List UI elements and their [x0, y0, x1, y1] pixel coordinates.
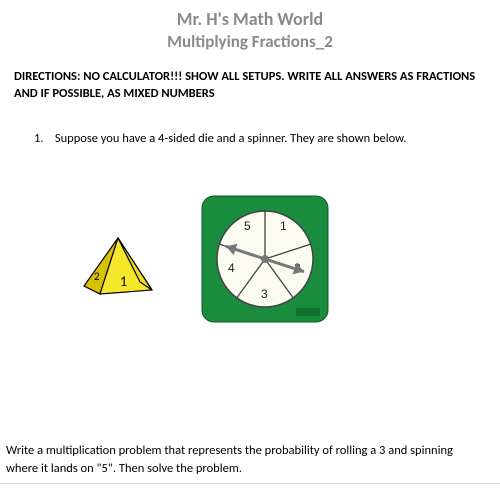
- figures-area: 2 1 1 2 3 4 5: [0, 176, 500, 356]
- die-label-left: 2: [94, 270, 100, 283]
- page-title: Mr. H's Math World: [0, 8, 500, 31]
- four-sided-die: 2 1: [80, 236, 160, 306]
- spinner-label-4: 4: [228, 261, 235, 275]
- question-1a-text: Write a multiplication problem that repr…: [6, 443, 453, 476]
- page-subtitle: Multiplying Fractions_2: [0, 31, 500, 53]
- spinner-label-5: 5: [244, 219, 251, 233]
- die-label-front: 1: [120, 273, 127, 290]
- question-1-number: 1.: [34, 131, 52, 146]
- question-1a: Write a multiplication problem that repr…: [0, 442, 500, 484]
- worksheet-header: Mr. H's Math World Multiplying Fractions…: [0, 0, 500, 53]
- spinner-label-1: 1: [280, 219, 287, 233]
- question-1-text: Suppose you have a 4-sided die and a spi…: [55, 131, 407, 146]
- spinner-label-3: 3: [261, 287, 268, 301]
- spinner: 1 2 3 4 5: [200, 194, 330, 329]
- question-1: 1. Suppose you have a 4-sided die and a …: [0, 103, 500, 146]
- directions-text: DIRECTIONS: NO CALCULATOR!!! SHOW ALL SE…: [0, 53, 500, 103]
